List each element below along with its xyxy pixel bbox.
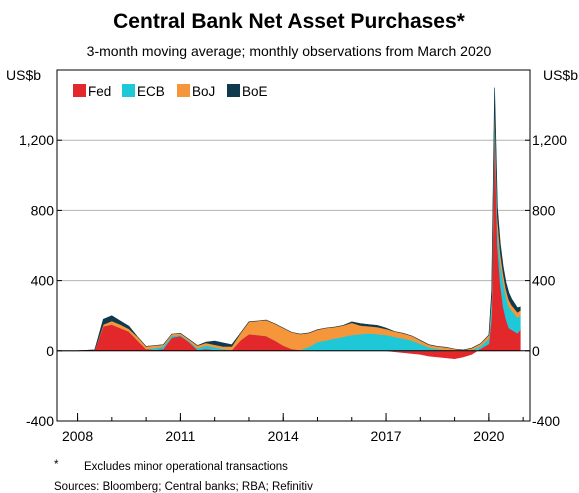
legend-swatch-fed [73,84,86,97]
series-area-boe [60,87,521,352]
y-tick-label-left: 0 [46,343,54,359]
legend-swatch-ecb [122,84,135,97]
legend-swatch-boj [177,84,190,97]
legend-label-ecb: ECB [137,84,165,99]
y-tick-label-right: 800 [532,202,556,218]
x-tick-label: 2011 [165,428,195,444]
legend: Fed ECB BoJ BoE [73,84,268,99]
y-tick-label-right: 400 [532,273,556,289]
y-unit-left: US$b [6,67,41,83]
y-tick-label-left: 800 [31,202,55,218]
series-area-ecb [60,108,521,352]
legend-label-boj: BoJ [192,84,215,99]
y-tick-label-left: -400 [26,413,54,429]
y-tick-label-left: 400 [31,273,55,289]
chart-title: Central Bank Net Asset Purchases* [113,10,466,33]
x-tick-label: 2017 [370,428,401,444]
axis-ticks: -400 -400 0 0 400 400 800 800 1,200 1,200 2008 2011… [19,132,567,444]
y-unit-right: US$b [543,67,578,83]
x-tick-label: 2008 [62,428,93,444]
chart-subtitle: 3-month moving average; monthly observat… [87,43,492,59]
sources: Sources: Bloomberg; Central banks; RBA; … [54,481,313,493]
legend-label-boe: BoE [242,84,268,99]
x-tick-label: 2020 [473,428,504,444]
y-tick-label-right: 0 [532,343,540,359]
y-tick-label-left: 1,200 [19,132,54,148]
legend-swatch-boe [227,84,240,97]
gridlines [57,139,530,422]
series-area-fed [60,122,521,360]
footnote-marker: * [54,459,59,471]
y-tick-label-right: -400 [532,413,560,429]
x-tick-label: 2014 [268,428,299,444]
plot-area [60,87,521,360]
footnote: Excludes minor operational transactions [84,461,288,473]
y-tick-label-right: 1,200 [532,132,567,148]
legend-label-fed: Fed [88,84,111,99]
plot-frame [56,69,531,422]
series-area-boj [60,99,521,352]
